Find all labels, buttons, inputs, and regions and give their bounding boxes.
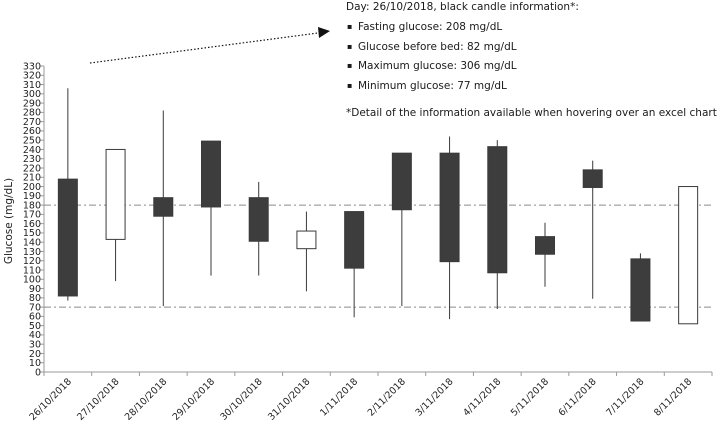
y-tick-label: 70	[29, 302, 41, 313]
candle	[344, 211, 365, 318]
y-tick-label: 10	[29, 358, 41, 369]
x-tick-label: 26/10/2018	[27, 376, 74, 423]
x-tick-label: 8/11/2018	[652, 376, 694, 418]
candle-body	[153, 197, 174, 217]
info-note: *Detail of the information available whe…	[346, 106, 717, 119]
info-box: Day: 26/10/2018, black candle informatio…	[346, 0, 721, 120]
y-tick-label: 20	[29, 349, 41, 360]
y-tick-label: 170	[23, 210, 41, 221]
candle-body	[678, 186, 699, 325]
callout-arrow	[89, 27, 330, 64]
x-tick-label: 2/11/2018	[366, 376, 408, 418]
x-tick-label: 4/11/2018	[461, 376, 503, 418]
y-tick-label: 110	[23, 265, 41, 276]
info-heading: Day: 26/10/2018, black candle informatio…	[346, 1, 579, 13]
info-item-before-bed: Glucose before bed: 82 mg/dL	[346, 40, 721, 54]
y-tick-label: 160	[23, 219, 41, 230]
x-tick-label: 31/10/2018	[266, 376, 313, 423]
y-tick-label: 290	[23, 98, 41, 109]
y-tick-label: 90	[29, 284, 41, 295]
x-axis: 26/10/2018 27/10/2018 28/10/2018 29/10/2018…	[27, 371, 713, 423]
candle	[439, 136, 460, 320]
y-tick-label: 200	[23, 182, 41, 193]
candle-body	[105, 148, 126, 240]
candle-body	[57, 178, 78, 297]
y-tick-label: 30	[29, 339, 41, 350]
y-tick-label: 190	[23, 191, 41, 202]
x-tick-label: 29/10/2018	[171, 376, 218, 423]
y-tick-label: 120	[23, 256, 41, 267]
candle-body	[630, 258, 651, 322]
candle-body	[535, 236, 555, 255]
callout-arrow-head	[318, 27, 330, 38]
candle-body	[487, 146, 508, 274]
candle	[535, 222, 555, 287]
candle-body	[201, 140, 221, 208]
candle-body	[296, 230, 317, 250]
y-tick-label: 140	[23, 237, 41, 248]
x-tick-label: 30/10/2018	[218, 376, 265, 423]
candle	[582, 160, 603, 299]
info-item-fasting: Fasting glucose: 208 mg/dL	[346, 20, 721, 34]
y-tick-label: 40	[29, 330, 41, 341]
y-tick-label: 0	[35, 367, 41, 378]
x-tick-label: 1/11/2018	[318, 376, 360, 418]
candle	[296, 211, 317, 292]
y-tick-label: 220	[23, 163, 41, 174]
y-tick-label: 260	[23, 126, 41, 137]
y-tick-label: 280	[23, 108, 41, 119]
y-tick-label: 240	[23, 145, 41, 156]
candle-body	[391, 152, 412, 211]
candle	[391, 152, 412, 307]
y-tick-label: 270	[23, 117, 41, 128]
y-tick-label: 230	[23, 154, 41, 165]
candle	[153, 110, 174, 307]
candle	[57, 88, 78, 301]
x-tick-label: 3/11/2018	[413, 376, 455, 418]
candle	[105, 148, 126, 282]
x-tick-label: 27/10/2018	[75, 376, 122, 423]
y-axis-title: Glucose (mg/dL)	[3, 178, 15, 264]
candles	[57, 88, 699, 325]
y-tick-label: 60	[29, 312, 41, 323]
y-tick-label: 330	[23, 61, 41, 72]
candle-body	[248, 197, 269, 242]
info-list: Fasting glucose: 208 mg/dL Glucose befor…	[346, 20, 721, 93]
y-tick-label: 300	[23, 89, 41, 100]
candle	[248, 181, 269, 276]
y-tick-label: 210	[23, 173, 41, 184]
info-item-maximum: Maximum glucose: 306 mg/dL	[346, 59, 721, 73]
y-tick-label: 150	[23, 228, 41, 239]
candle-body	[582, 169, 603, 188]
candle	[678, 186, 699, 325]
candle	[201, 140, 221, 276]
candle	[630, 253, 651, 322]
y-tick-label: 50	[29, 321, 41, 332]
candle-body	[344, 211, 365, 269]
y-tick-label: 180	[23, 200, 41, 211]
candle	[487, 140, 508, 309]
x-tick-label: 28/10/2018	[123, 376, 170, 423]
x-tick-label: 5/11/2018	[509, 376, 551, 418]
x-tick-label: 7/11/2018	[604, 376, 646, 418]
callout-arrow-line	[89, 32, 319, 64]
reference-lines	[44, 204, 712, 308]
y-tick-label: 80	[29, 293, 41, 304]
y-tick-label: 310	[23, 80, 41, 91]
candle-body	[439, 152, 460, 263]
x-tick-label: 6/11/2018	[557, 376, 599, 418]
y-tick-label: 100	[23, 275, 41, 286]
y-tick-label: 130	[23, 247, 41, 258]
y-tick-label: 320	[23, 71, 41, 82]
y-tick-label: 250	[23, 135, 41, 146]
y-axis: 0102030405060708090100110120130140150160…	[23, 61, 45, 378]
info-item-minimum: Minimum glucose: 77 mg/dL	[346, 79, 721, 93]
